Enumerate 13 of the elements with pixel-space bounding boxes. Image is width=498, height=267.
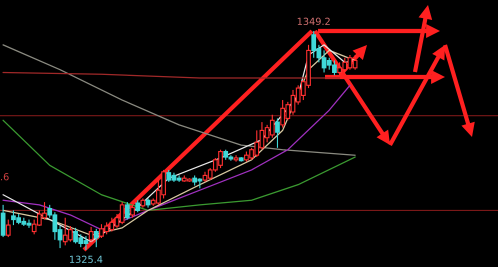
candlestick: [135, 200, 140, 213]
candlestick: [88, 226, 94, 242]
candlestick: [275, 118, 280, 148]
candlestick: [124, 202, 130, 220]
candlestick: [146, 198, 150, 208]
candlestick: [140, 198, 146, 208]
candlestick: [0, 204, 6, 238]
candlestick: [130, 204, 135, 218]
annotation: .6: [1, 173, 9, 180]
annotation: 1325.4: [70, 256, 102, 264]
candlestick: [94, 228, 99, 248]
candlestick: [6, 219, 11, 238]
annotation: 1349.2: [298, 18, 330, 26]
